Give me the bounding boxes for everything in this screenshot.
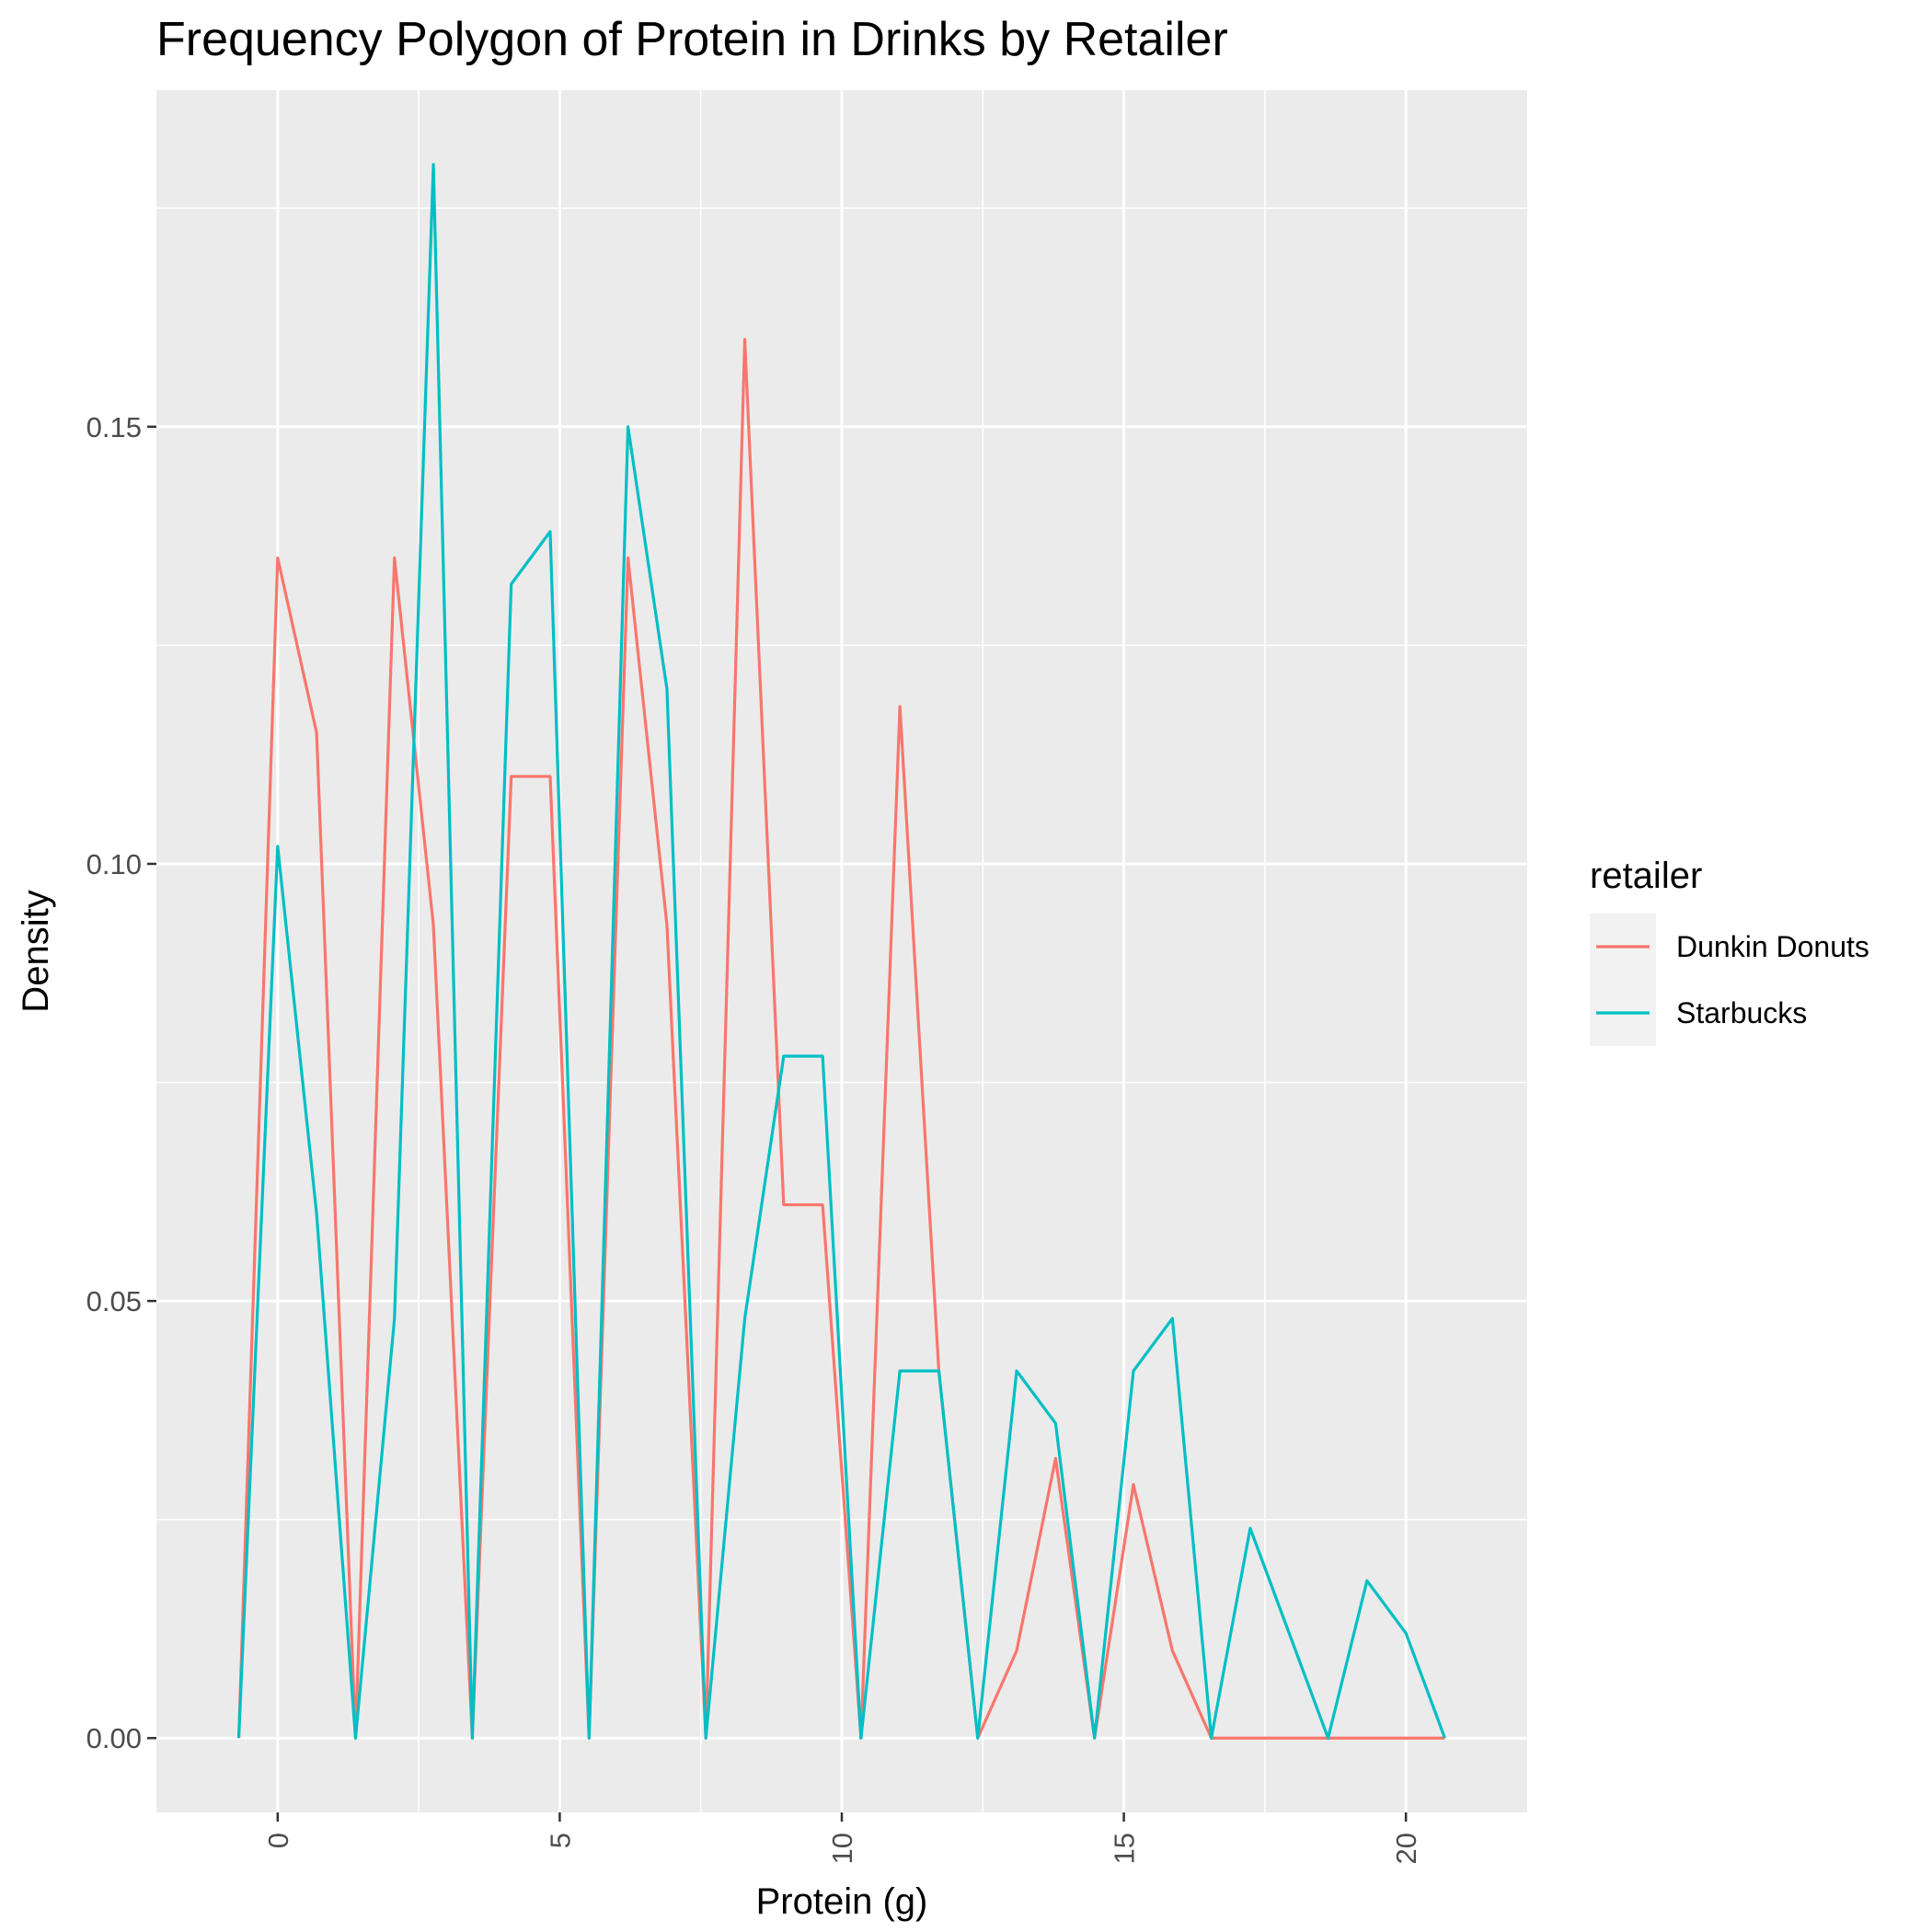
y-tick-label: 0.00 bbox=[86, 1722, 142, 1754]
series-line-starbucks bbox=[236, 163, 1446, 1740]
y-tick-label: 0.10 bbox=[86, 848, 142, 880]
series-line-dunkin-donuts bbox=[236, 338, 1445, 1740]
x-tick-label: 10 bbox=[826, 1833, 858, 1864]
x-tick-label: 5 bbox=[544, 1833, 576, 1848]
legend-title: retailer bbox=[1590, 856, 1702, 896]
y-axis-title: Density bbox=[16, 890, 56, 1012]
x-tick-label: 20 bbox=[1390, 1833, 1422, 1864]
y-axis: 0.00 0.05 0.10 0.15 bbox=[86, 411, 156, 1754]
chart-title: Frequency Polygon of Protein in Drinks b… bbox=[156, 13, 1228, 66]
y-tick-label: 0.15 bbox=[86, 411, 142, 443]
legend-label: Dunkin Donuts bbox=[1676, 930, 1869, 963]
x-axis: 0 5 10 15 20 bbox=[262, 1812, 1422, 1864]
legend: retailer Dunkin Donuts Starbucks bbox=[1590, 856, 1869, 1046]
series-lines bbox=[236, 163, 1446, 1740]
x-axis-title: Protein (g) bbox=[756, 1881, 928, 1922]
x-tick-label: 15 bbox=[1109, 1833, 1141, 1864]
legend-label: Starbucks bbox=[1676, 996, 1807, 1029]
y-tick-label: 0.05 bbox=[86, 1285, 142, 1317]
x-tick-label: 0 bbox=[262, 1833, 294, 1848]
legend-key-background bbox=[1590, 914, 1656, 1046]
